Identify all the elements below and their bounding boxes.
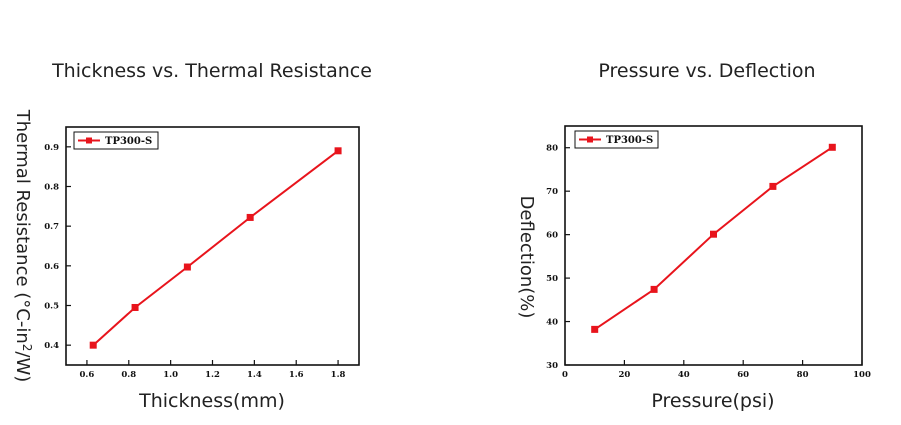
y-tick-label: 40	[546, 318, 558, 328]
data-point	[89, 341, 97, 349]
x-tick-label: 0.6	[80, 370, 95, 380]
y-tick-label: 0.5	[44, 302, 59, 312]
x-tick-label: 1.0	[163, 370, 178, 380]
axis-ticks: 0 20 40 60 80 100 30 40 50 60 70 80	[546, 144, 871, 380]
data-point	[246, 213, 254, 221]
data-point	[183, 263, 191, 271]
x-tick-label: 20	[618, 370, 630, 380]
y-axis-label: Deflection(%)	[516, 196, 537, 319]
legend-marker	[587, 136, 593, 143]
series-line	[594, 146, 833, 331]
x-tick-label: 0	[562, 370, 568, 380]
y-tick-label: 60	[546, 231, 558, 241]
x-tick-label: 60	[737, 370, 749, 380]
x-tick-label: 1.8	[331, 370, 346, 380]
data-point	[828, 143, 836, 151]
y-tick-label: 70	[546, 187, 558, 197]
x-tick-label: 100	[853, 370, 871, 380]
legend-box	[73, 131, 159, 150]
y-tick-label: 0.8	[44, 183, 59, 193]
series-layer	[591, 143, 836, 333]
x-tick-label: 80	[797, 370, 809, 380]
chart-title: Thickness vs. Thermal Resistance	[51, 60, 372, 82]
legend: TP300-S	[574, 130, 659, 149]
legend-marker	[86, 137, 92, 144]
y-axis-label: Thermal Resistance (°C-in2/W)	[12, 109, 34, 383]
x-axis-label: Thickness(mm)	[138, 390, 285, 412]
y-tick-label: 80	[546, 144, 558, 154]
data-point	[650, 285, 658, 293]
x-tick-label: 40	[678, 370, 690, 380]
x-tick-label: 1.2	[205, 370, 220, 380]
legend-label: TP300-S	[105, 136, 152, 147]
y-tick-label: 0.6	[44, 262, 59, 272]
x-tick-label: 1.6	[289, 370, 304, 380]
y-tick-label: 0.9	[44, 143, 59, 153]
data-point	[591, 325, 599, 333]
x-tick-label: 0.8	[121, 370, 136, 380]
series-layer	[89, 147, 342, 349]
chart-title: Pressure vs. Deflection	[598, 60, 815, 82]
thermal-resistance-chart: Thickness vs. Thermal Resistance Thermal…	[12, 60, 372, 412]
x-tick-label: 1.4	[247, 370, 262, 380]
legend: TP300-S	[73, 131, 159, 150]
legend-box	[574, 130, 659, 149]
plot-frame	[564, 125, 863, 366]
data-point	[769, 182, 777, 190]
series-line	[92, 150, 339, 346]
y-tick-label: 0.4	[44, 341, 59, 351]
data-point	[334, 147, 342, 155]
y-tick-label: 0.7	[44, 222, 59, 232]
y-tick-label: 30	[546, 361, 558, 371]
y-tick-label: 50	[546, 274, 558, 284]
axis-ticks: 0.6 0.8 1.0 1.2 1.4 1.6 1.8 0.4 0.5 0.6 0.7 0.8 0.9	[44, 143, 345, 380]
legend-label: TP300-S	[606, 135, 653, 146]
data-point	[710, 230, 717, 238]
data-point	[131, 303, 139, 311]
deflection-chart: Pressure vs. Deflection Deflection(%) Pr…	[516, 60, 871, 412]
x-axis-label: Pressure(psi)	[651, 390, 774, 412]
